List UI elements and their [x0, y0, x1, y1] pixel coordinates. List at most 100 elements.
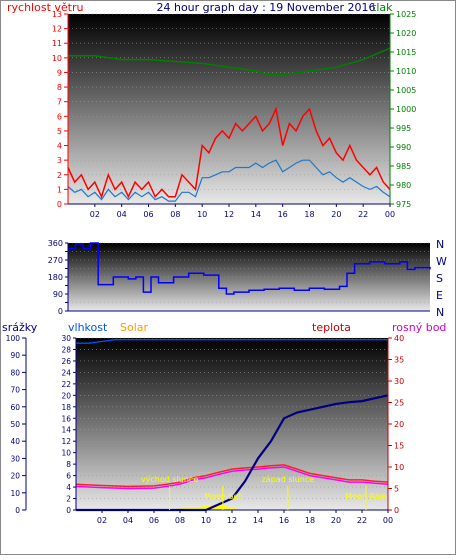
panel3-humidity-tick-label: 0: [66, 506, 71, 515]
panel3-temperature-tick-label: 30: [394, 377, 404, 386]
panel1-x-tick-label: 14: [251, 210, 261, 219]
panel3-humidity-tick-label: 22: [61, 380, 71, 389]
panel1-right-tick-label: 975: [396, 200, 411, 209]
panel1-right-tick-label: 985: [396, 162, 411, 171]
panel3-humidity-tick-label: 12: [61, 437, 71, 446]
panel3-x-tick-label: 00: [383, 516, 393, 525]
panel1-left-tick-label: 7: [57, 98, 62, 107]
panel3-rain-tick-label: 70: [10, 386, 20, 395]
panel2-compass-label: W: [436, 255, 447, 268]
panel3-x-tick-label: 06: [149, 516, 159, 525]
panel3-humidity-tick-label: 24: [61, 368, 71, 377]
chart-title: 24 hour graph day : 19 November 2016: [156, 1, 375, 14]
panel3-humidity-tick-label: 26: [61, 357, 71, 366]
panel3-rain-tick-label: 40: [10, 437, 20, 446]
panel1-x-tick-label: 18: [304, 210, 314, 219]
panel1-right-tick-label: 990: [396, 143, 411, 152]
humidity-axis-label: vlhkost: [68, 321, 108, 334]
temperature-axis-label: teplota: [312, 321, 351, 334]
panel3-temperature-tick-label: 15: [394, 442, 404, 451]
panel1-x-tick-label: 04: [117, 210, 127, 219]
dewpoint-axis-label: rosný bod: [392, 321, 446, 334]
panel1-right-tick-label: 995: [396, 124, 411, 133]
panel1-left-tick-label: 4: [57, 142, 62, 151]
panel1-x-tick-label: 20: [331, 210, 341, 219]
panel3-x-tick-label: 14: [253, 516, 263, 525]
panel3-humidity-tick-label: 10: [61, 449, 71, 458]
panel3-rain-tick-label: 20: [10, 472, 20, 481]
panel2-left-tick-label: 360: [48, 239, 63, 248]
panel2-compass-label: N: [436, 306, 444, 319]
panel1-left-tick-label: 9: [57, 68, 62, 77]
temperature-line: [75, 464, 389, 488]
panel1-left-tick-label: 5: [57, 127, 62, 136]
panel3-x-tick-label: 20: [331, 516, 341, 525]
wind-average-line: [67, 159, 391, 202]
pressure-axis-label: tlak: [372, 1, 393, 14]
panel3-x-tick-label: 22: [357, 516, 367, 525]
panel3-series: [75, 339, 389, 512]
panel1-left-tick-label: 10: [52, 54, 62, 63]
panel3-rain-tick-label: 30: [10, 454, 20, 463]
panel3-temperature-tick-label: 20: [394, 420, 404, 429]
panel3-humidity-tick-label: 14: [61, 426, 71, 435]
panel1-x-tick-label: 12: [224, 210, 234, 219]
wind-direction-line: [68, 242, 431, 295]
pressure-line: [68, 47, 391, 76]
panel1-background: [68, 14, 390, 204]
panel3-humidity-tick-label: 16: [61, 414, 71, 423]
panel1-x-tick-label: 06: [143, 210, 153, 219]
panel3-humidity-tick-label: 8: [66, 460, 71, 469]
panel3-x-tick-label: 02: [97, 516, 107, 525]
panel1-x-tick-label: 10: [197, 210, 207, 219]
panel3-humidity-tick-label: 20: [61, 391, 71, 400]
panel2-compass-label: N: [436, 238, 444, 251]
panel3-x-tick-label: 16: [279, 516, 289, 525]
panel2-left-tick-label: 270: [48, 256, 63, 265]
panel1-x-tick-label: 16: [278, 210, 288, 219]
wind-gust-line: [67, 106, 391, 199]
panel3-events: východ slunce Moon Set západ slunce Moon Ri…: [141, 475, 387, 510]
panel3-rain-tick-label: 80: [10, 368, 20, 377]
panel1-left-tick-label: 8: [57, 83, 62, 92]
panel1-right-tick-label: 1010: [396, 67, 416, 76]
panel1-gridlines: [68, 13, 390, 205]
panel3-x-tick-label: 18: [305, 516, 315, 525]
panel3-background: [76, 338, 388, 510]
panel3-x-tick-label: 10: [201, 516, 211, 525]
panel1-left-tick-label: 0: [57, 200, 62, 209]
panel3-rain-tick-label: 10: [10, 489, 20, 498]
panel3-x-tick-label: 12: [227, 516, 237, 525]
panel3-x-tick-label: 04: [123, 516, 133, 525]
event-label: východ slunce: [141, 475, 198, 484]
rain-line: [76, 394, 389, 512]
panel3-rain-tick-label: 100: [6, 334, 21, 343]
event-label: Moon Set: [204, 492, 241, 501]
panel3-humidity-tick-label: 2: [66, 495, 71, 504]
panel1-left-tick-label: 2: [57, 171, 62, 180]
panel1-tick-labels: 0123456789101112139759809859909951000100…: [52, 10, 417, 219]
panel2-left-tick-label: 0: [58, 307, 63, 316]
panel1-x-tick-label: 08: [170, 210, 180, 219]
panel3-temperature-tick-label: 0: [394, 506, 399, 515]
rain-axis-label: srážky: [2, 321, 38, 334]
humidity-line: [76, 339, 388, 344]
panel3-rain-tick-label: 0: [15, 506, 20, 515]
panel1-right-tick-label: 1020: [396, 29, 416, 38]
panel3-temperature-tick-label: 5: [394, 485, 399, 494]
panel1-left-tick-label: 12: [52, 25, 62, 34]
panel2-left-tick-label: 180: [48, 273, 63, 282]
panel1-x-tick-label: 00: [385, 210, 395, 219]
event-label: Moon Rise: [345, 492, 386, 501]
panel3-tick-labels: 0246810121416182022242628300102030405060…: [6, 334, 405, 525]
panel1-series: [67, 47, 391, 202]
panel1-right-tick-label: 1025: [396, 10, 416, 19]
panel2-compass-label: S: [436, 272, 443, 285]
panel1-right-tick-label: 1005: [396, 86, 416, 95]
panel1-right-tick-label: 980: [396, 181, 411, 190]
panel3-temperature-tick-label: 40: [394, 334, 404, 343]
panel3-temperature-tick-label: 35: [394, 356, 404, 365]
